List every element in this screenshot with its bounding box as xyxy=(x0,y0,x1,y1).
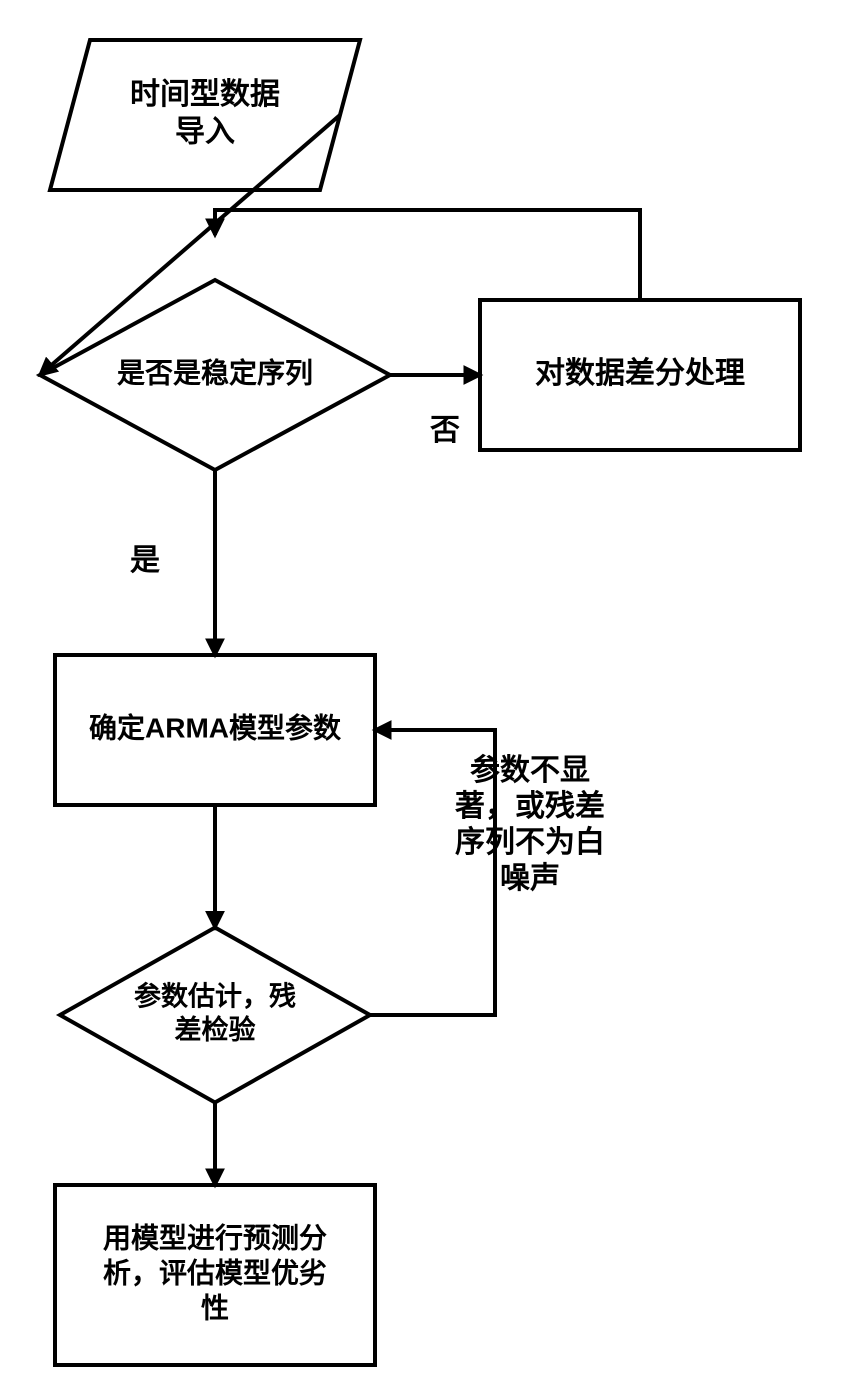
node-n5-label: 差检验 xyxy=(175,1014,256,1045)
node-n6-label: 性 xyxy=(201,1292,229,1323)
flowchart-canvas: 时间型数据导入是否是稳定序列 对数据差分处理确定ARMA模型参数参数估计，残差检验… xyxy=(0,0,862,1380)
node-n4-label: 确定ARMA模型参数 xyxy=(89,711,342,743)
edge-label-n2-n4: 是 xyxy=(130,544,160,577)
node-n5-label: 参数估计，残 xyxy=(134,980,296,1011)
node-n6-label: 析，评估模型优劣 xyxy=(103,1257,327,1288)
edge-n3-n2 xyxy=(215,210,640,300)
node-n6-label: 用模型进行预测分 xyxy=(103,1221,327,1253)
node-n1-label: 导入 xyxy=(175,116,235,149)
node-n1-label: 时间型数据 xyxy=(130,78,280,111)
edge-label-n5-n4: 序列不为白 xyxy=(455,825,605,859)
edge-label-n5-n4: 参数不显 xyxy=(470,754,590,787)
edge-label-n5-n4: 著，或残差 xyxy=(455,790,605,823)
node-n3-label: 对数据差分处理 xyxy=(535,357,745,390)
node-n2-label: 是否是稳定序列 xyxy=(117,356,313,388)
edge-label-n5-n4: 噪声 xyxy=(500,862,560,895)
edge-label-n2-n3: 否 xyxy=(430,414,460,447)
